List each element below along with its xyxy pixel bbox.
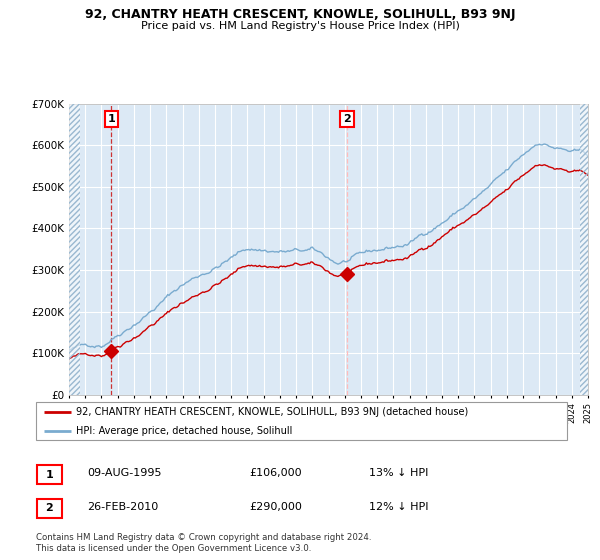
Bar	[69, 104, 80, 395]
Text: 2: 2	[46, 503, 53, 514]
Text: 12% ↓ HPI: 12% ↓ HPI	[369, 502, 428, 512]
Text: £106,000: £106,000	[249, 468, 302, 478]
Text: 1: 1	[107, 114, 115, 124]
Text: Price paid vs. HM Land Registry's House Price Index (HPI): Price paid vs. HM Land Registry's House …	[140, 21, 460, 31]
Text: 13% ↓ HPI: 13% ↓ HPI	[369, 468, 428, 478]
Bar	[580, 104, 588, 395]
Bar	[580, 104, 588, 395]
Text: 26-FEB-2010: 26-FEB-2010	[87, 502, 158, 512]
Text: HPI: Average price, detached house, Solihull: HPI: Average price, detached house, Soli…	[76, 426, 292, 436]
Bar	[69, 104, 80, 395]
Text: £290,000: £290,000	[249, 502, 302, 512]
FancyBboxPatch shape	[37, 499, 62, 518]
Text: 92, CHANTRY HEATH CRESCENT, KNOWLE, SOLIHULL, B93 9NJ (detached house): 92, CHANTRY HEATH CRESCENT, KNOWLE, SOLI…	[76, 407, 468, 417]
Text: 09-AUG-1995: 09-AUG-1995	[87, 468, 161, 478]
Text: 2: 2	[343, 114, 351, 124]
Text: 92, CHANTRY HEATH CRESCENT, KNOWLE, SOLIHULL, B93 9NJ: 92, CHANTRY HEATH CRESCENT, KNOWLE, SOLI…	[85, 8, 515, 21]
FancyBboxPatch shape	[36, 402, 567, 440]
Text: Contains HM Land Registry data © Crown copyright and database right 2024.
This d: Contains HM Land Registry data © Crown c…	[36, 533, 371, 553]
FancyBboxPatch shape	[37, 465, 62, 484]
Text: 1: 1	[46, 470, 53, 480]
